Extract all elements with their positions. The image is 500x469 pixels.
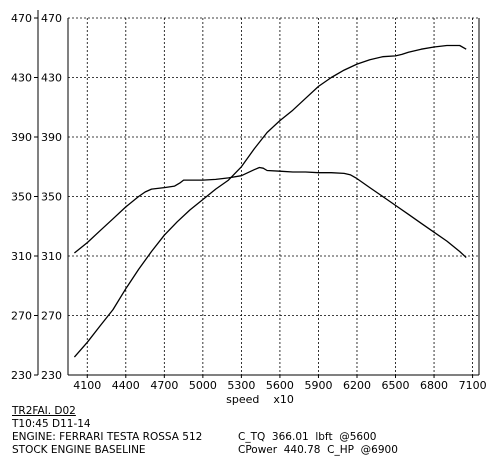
baseline-label: STOCK ENGINE BASELINE (12, 444, 146, 456)
x-tick-label: 5600 (266, 379, 294, 392)
y-tick-label: 390 (11, 131, 32, 144)
engine-name: ENGINE: FERRARI TESTA ROSSA 512 (12, 431, 203, 443)
y-tick-label-inner: 230 (41, 369, 62, 382)
y-tick-labels-right: 230 270 310 350 390 430 470 (41, 12, 62, 382)
x-tick-label: 5900 (304, 379, 332, 392)
x-tick-label: 6500 (382, 379, 410, 392)
y-tick-label: 430 (11, 72, 32, 85)
grid-lines (68, 17, 479, 375)
y-tick-label-inner: 270 (41, 310, 62, 323)
x-tick-labels: 4100 4400 4700 5000 5300 5600 5900 6200 6500 6800… (73, 379, 486, 392)
x-tick-label: 6200 (343, 379, 371, 392)
x-tick-label: 4100 (73, 379, 101, 392)
y-tick-label-inner: 310 (41, 250, 62, 263)
x-tick-label: 7100 (459, 379, 487, 392)
y-tick-label-inner: 390 (41, 131, 62, 144)
y-tick-label: 270 (11, 310, 32, 323)
power-readout: CPower 440.78 C_HP @6900 (238, 444, 398, 456)
series-line (73, 44, 467, 358)
y-tick-label: 470 (11, 12, 32, 25)
x-tick-label: 5300 (227, 379, 255, 392)
series-line (73, 166, 467, 258)
y-tick-label: 350 (11, 191, 32, 204)
y-tick-labels-left: 230 270 310 350 390 430 470 (11, 12, 32, 382)
series-lines (73, 44, 467, 358)
y-tick-label: 230 (11, 369, 32, 382)
x-tick-label: 6800 (420, 379, 448, 392)
run-id: TR2FAI. D02 (12, 405, 76, 417)
x-tick-label: 4700 (150, 379, 178, 392)
torque-readout: C_TQ 366.01 lbft @5600 (238, 431, 377, 443)
x-tick-label: 4400 (112, 379, 140, 392)
y-tick-label-inner: 430 (41, 72, 62, 85)
y-tick-label-inner: 350 (41, 191, 62, 204)
y-tick-label: 310 (11, 250, 32, 263)
run-time: T10:45 D11-14 (12, 418, 91, 430)
chart-axes (34, 10, 480, 378)
x-tick-label: 5000 (189, 379, 217, 392)
y-tick-label-inner: 470 (41, 12, 62, 25)
x-axis-label: speed x10 (226, 393, 294, 406)
